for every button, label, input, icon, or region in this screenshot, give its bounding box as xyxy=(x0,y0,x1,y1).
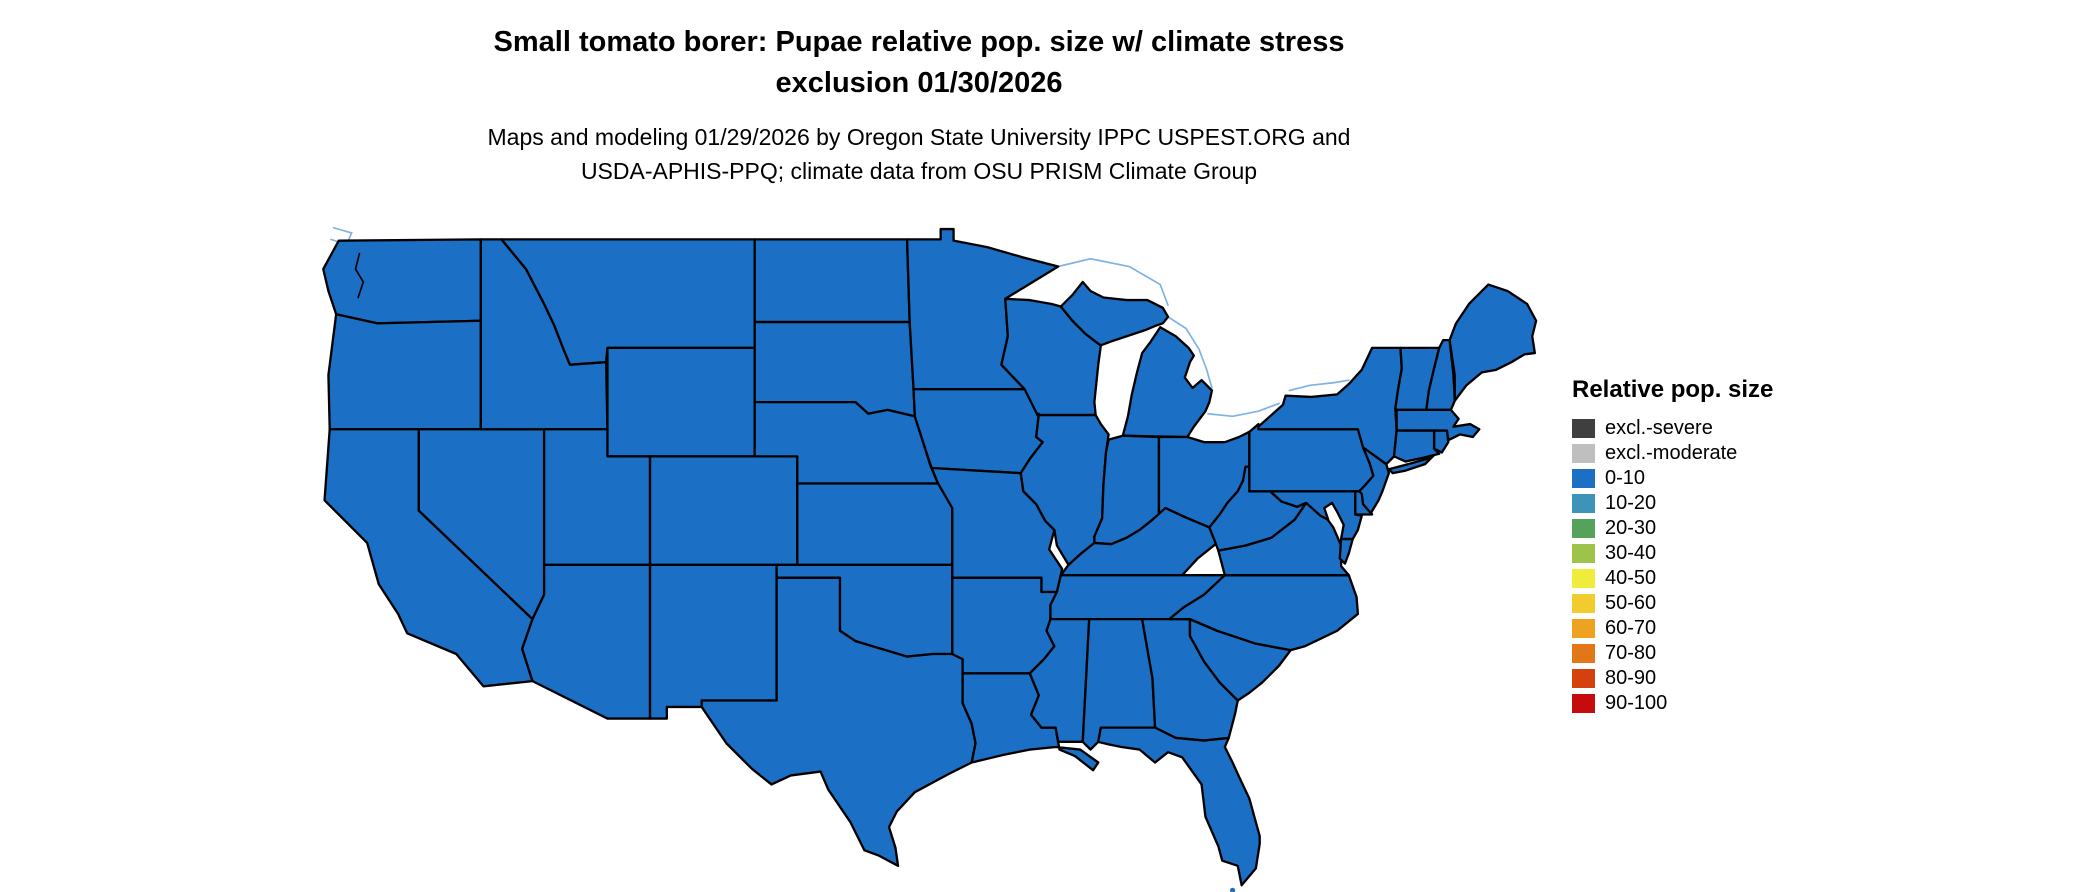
legend-label: 40-50 xyxy=(1605,567,1657,589)
legend-item-60-70: 60-70 xyxy=(1572,616,1773,641)
legend-swatch xyxy=(1572,544,1595,563)
legend-item-20-30: 20-30 xyxy=(1572,516,1773,541)
state-north-dakota xyxy=(753,238,911,324)
state-colorado xyxy=(648,455,799,567)
legend-label: 20-30 xyxy=(1605,517,1657,539)
legend-label: 70-80 xyxy=(1605,642,1657,664)
legend-item-30-40: 30-40 xyxy=(1572,541,1773,566)
legend-label: 60-70 xyxy=(1605,617,1657,639)
lake-erie-north-shore xyxy=(1207,402,1280,418)
legend-item-50-60: 50-60 xyxy=(1572,591,1773,616)
legend-item-excl-moderate: excl.-moderate xyxy=(1572,441,1773,466)
legend-label: 30-40 xyxy=(1605,542,1657,564)
legend-label: 0-10 xyxy=(1605,467,1646,489)
state-washington xyxy=(322,238,482,325)
legend-title: Relative pop. size xyxy=(1572,376,1774,403)
state-virginia-eastern-shore xyxy=(1338,537,1354,565)
florida-keys-dot xyxy=(1230,887,1236,892)
state-new-jersey xyxy=(1358,446,1391,515)
legend-swatch xyxy=(1572,419,1595,438)
state-michigan xyxy=(1121,326,1214,439)
figure-subtitle: Maps and modeling 01/29/2026 by Oregon S… xyxy=(0,120,1838,188)
legend-swatch xyxy=(1572,694,1595,713)
legend-label: excl.-severe xyxy=(1605,417,1713,439)
state-new-mexico xyxy=(648,563,778,720)
state-kansas xyxy=(796,482,954,567)
title-line-2: exclusion 01/30/2026 xyxy=(775,67,1063,99)
state-oregon xyxy=(327,313,482,431)
title-line-1: Small tomato borer: Pupae relative pop. … xyxy=(493,26,1345,58)
legend-swatch xyxy=(1572,594,1595,613)
legend-label: 50-60 xyxy=(1605,592,1657,614)
legend-swatch xyxy=(1572,619,1595,638)
figure-title: Small tomato borer: Pupae relative pop. … xyxy=(0,22,1838,104)
legend-item-70-80: 70-80 xyxy=(1572,641,1773,666)
legend-swatch xyxy=(1572,669,1595,688)
lake-huron-georgian-shore xyxy=(1167,316,1213,389)
legend-item-0-10: 0-10 xyxy=(1572,466,1773,491)
legend-item-90-100: 90-100 xyxy=(1572,691,1773,716)
legend-label: 10-20 xyxy=(1605,492,1657,514)
state-new-hampshire xyxy=(1425,338,1456,412)
us-map xyxy=(322,226,1538,892)
us-states xyxy=(322,227,1538,892)
state-iowa xyxy=(912,388,1044,475)
legend-swatch xyxy=(1572,494,1595,513)
state-maine xyxy=(1448,283,1538,402)
state-wisconsin xyxy=(1000,297,1102,417)
lake-ontario-north-shore xyxy=(1288,379,1350,392)
coast-detail-lines xyxy=(354,252,365,299)
legend-swatch xyxy=(1572,519,1595,538)
state-florida xyxy=(1097,726,1261,887)
legend-swatch xyxy=(1572,569,1595,588)
state-connecticut xyxy=(1392,429,1441,463)
legend-item-10-20: 10-20 xyxy=(1572,491,1773,516)
subtitle-line-1: Maps and modeling 01/29/2026 by Oregon S… xyxy=(487,124,1351,150)
state-wyoming xyxy=(606,346,756,458)
puget-sound-line xyxy=(354,252,365,299)
legend-label: excl.-moderate xyxy=(1605,442,1738,464)
state-north-carolina xyxy=(1168,574,1360,652)
legend-item-excl-severe: excl.-severe xyxy=(1572,416,1773,441)
legend-swatch xyxy=(1572,644,1595,663)
legend-item-80-90: 80-90 xyxy=(1572,666,1773,691)
state-kentucky xyxy=(1059,506,1219,577)
legend-item-40-50: 40-50 xyxy=(1572,566,1773,591)
long-island xyxy=(1387,452,1437,475)
subtitle-line-2: USDA-APHIS-PPQ; climate data from OSU PR… xyxy=(580,158,1258,184)
legend: Relative pop. size excl.-severe excl.-mo… xyxy=(1572,376,1773,716)
lake-superior-north-shore xyxy=(1057,257,1169,307)
state-pennsylvania xyxy=(1248,422,1375,493)
state-texas xyxy=(700,576,977,867)
legend-swatch xyxy=(1572,469,1595,488)
state-arkansas xyxy=(951,576,1059,675)
legend-label: 90-100 xyxy=(1605,692,1668,714)
state-michigan-upper-peninsula xyxy=(1059,280,1170,347)
legend-swatch xyxy=(1572,444,1595,463)
legend-label: 80-90 xyxy=(1605,667,1657,689)
